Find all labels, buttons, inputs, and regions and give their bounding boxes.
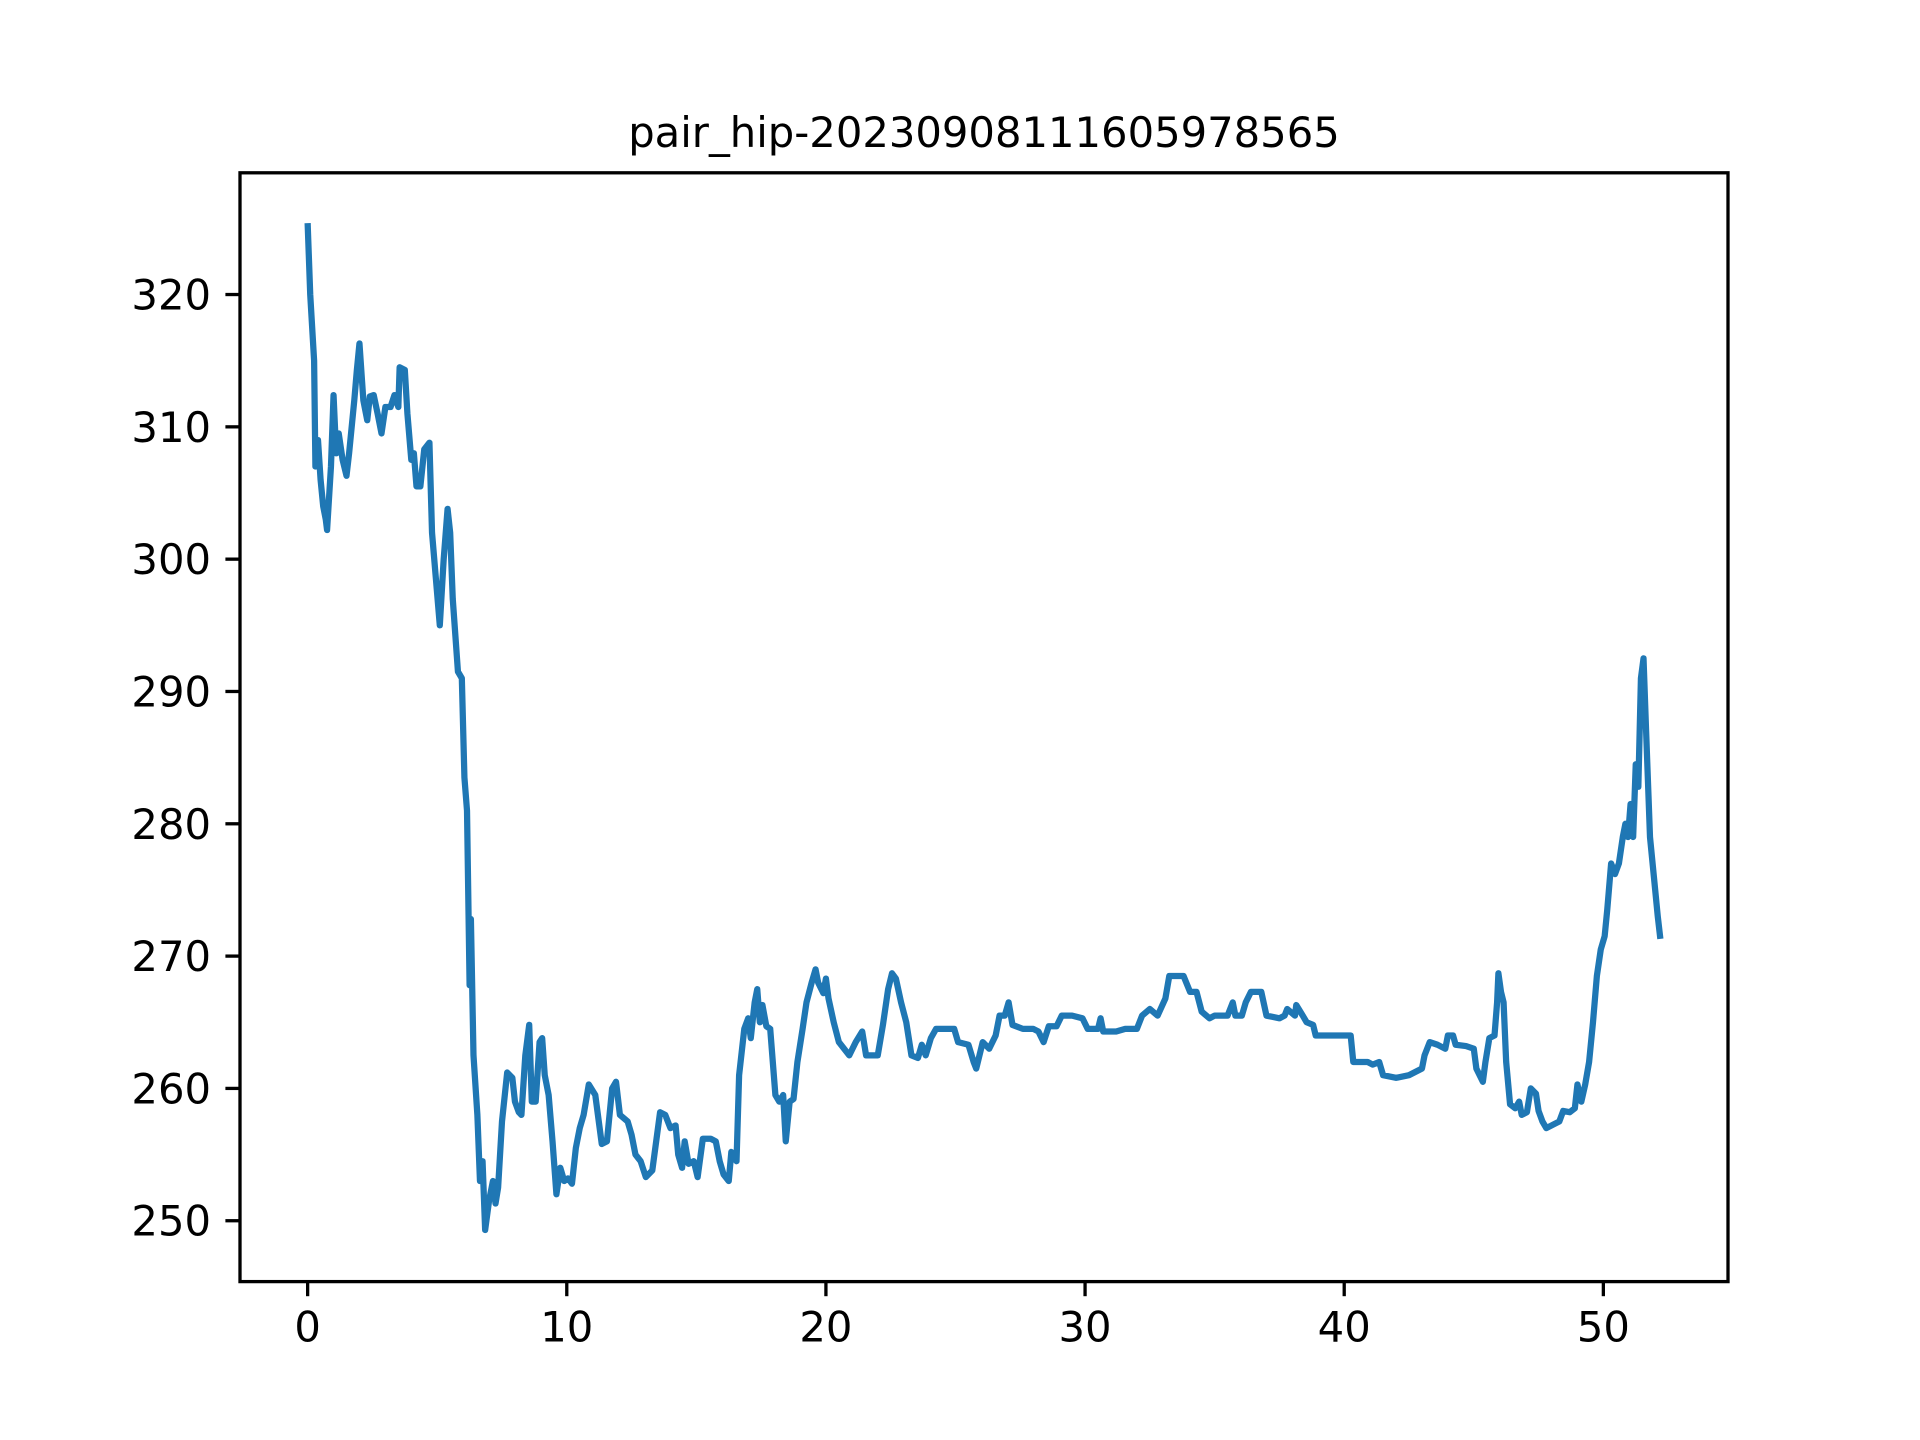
y-tick-label: 250 [131, 1197, 211, 1246]
y-tick-label: 270 [131, 932, 211, 981]
y-tick-label: 260 [131, 1064, 211, 1113]
chart-title: pair_hip-20230908111605978565 [628, 108, 1340, 157]
y-tick-label: 280 [131, 800, 211, 849]
y-tick-label: 310 [131, 403, 211, 452]
y-tick-label: 300 [131, 535, 211, 584]
axes-frame [238, 171, 1730, 1284]
y-tick-label: 320 [131, 271, 211, 320]
x-tick-label: 30 [1059, 1303, 1112, 1352]
x-tick-label: 20 [799, 1303, 852, 1352]
x-tick-label: 40 [1318, 1303, 1371, 1352]
x-tick-label: 50 [1577, 1303, 1630, 1352]
x-tick-label: 0 [294, 1303, 321, 1352]
data-line [304, 222, 1664, 1234]
x-tick-label: 10 [540, 1303, 593, 1352]
y-tick-label: 290 [131, 667, 211, 716]
